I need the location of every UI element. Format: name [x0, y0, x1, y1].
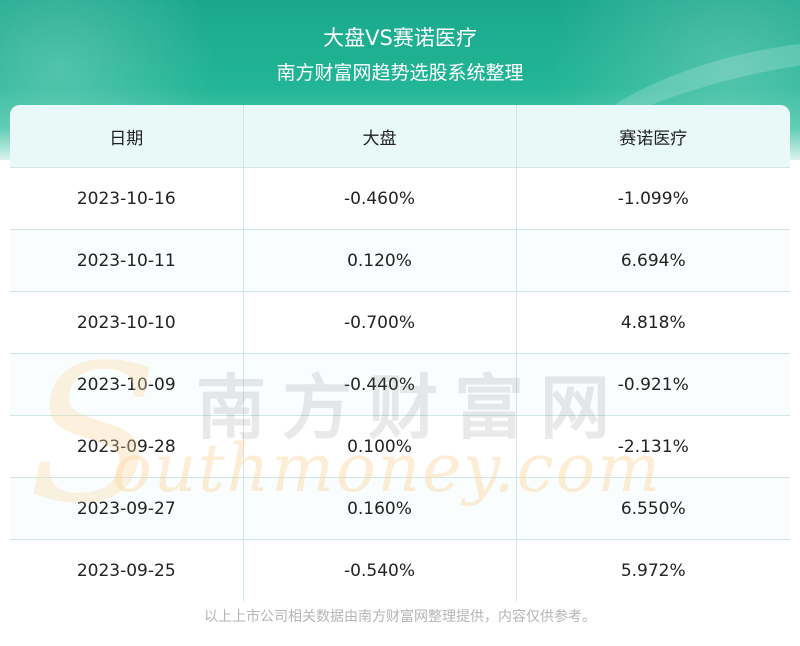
cell-market-change: -0.460% — [243, 167, 517, 230]
comparison-table: 日期 大盘 赛诺医疗 2023-10-16 -0.460% -1.099% 20… — [10, 105, 790, 601]
table-row: 2023-10-09 -0.440% -0.921% — [10, 353, 790, 416]
cell-date: 2023-10-10 — [10, 291, 244, 354]
cell-stock-change: 5.972% — [516, 539, 790, 601]
cell-market-change: 0.100% — [243, 415, 517, 478]
table-row: 2023-09-28 0.100% -2.131% — [10, 415, 790, 478]
cell-stock-change: 4.818% — [516, 291, 790, 354]
cell-stock-change: -1.099% — [516, 167, 790, 230]
column-header-market: 大盘 — [243, 105, 517, 168]
cell-stock-change: 6.550% — [516, 477, 790, 540]
table-row: 2023-09-25 -0.540% 5.972% — [10, 539, 790, 601]
table-row: 2023-10-16 -0.460% -1.099% — [10, 167, 790, 230]
cell-date: 2023-09-27 — [10, 477, 244, 540]
page-header: 大盘VS赛诺医疗 南方财富网趋势选股系统整理 — [0, 0, 800, 160]
column-header-stock: 赛诺医疗 — [516, 105, 790, 168]
table-row: 2023-10-11 0.120% 6.694% — [10, 229, 790, 292]
cell-date: 2023-10-09 — [10, 353, 244, 416]
cell-stock-change: -0.921% — [516, 353, 790, 416]
cell-market-change: -0.700% — [243, 291, 517, 354]
cell-date: 2023-10-16 — [10, 167, 244, 230]
page-title: 大盘VS赛诺医疗 — [323, 26, 477, 50]
cell-market-change: -0.440% — [243, 353, 517, 416]
table-row: 2023-09-27 0.160% 6.550% — [10, 477, 790, 540]
table-header-row: 日期 大盘 赛诺医疗 — [10, 105, 790, 168]
cell-date: 2023-09-25 — [10, 539, 244, 601]
cell-market-change: 0.160% — [243, 477, 517, 540]
page-subtitle: 南方财富网趋势选股系统整理 — [276, 62, 524, 84]
cell-market-change: 0.120% — [243, 229, 517, 292]
cell-date: 2023-10-11 — [10, 229, 244, 292]
table-row: 2023-10-10 -0.700% 4.818% — [10, 291, 790, 354]
footer-disclaimer: 以上上市公司相关数据由南方财富网整理提供，内容仅供参考。 — [204, 609, 596, 625]
table-card: 日期 大盘 赛诺医疗 2023-10-16 -0.460% -1.099% 20… — [10, 105, 790, 601]
column-header-date: 日期 — [10, 105, 244, 168]
cell-date: 2023-09-28 — [10, 415, 244, 478]
cell-stock-change: 6.694% — [516, 229, 790, 292]
cell-stock-change: -2.131% — [516, 415, 790, 478]
cell-market-change: -0.540% — [243, 539, 517, 601]
